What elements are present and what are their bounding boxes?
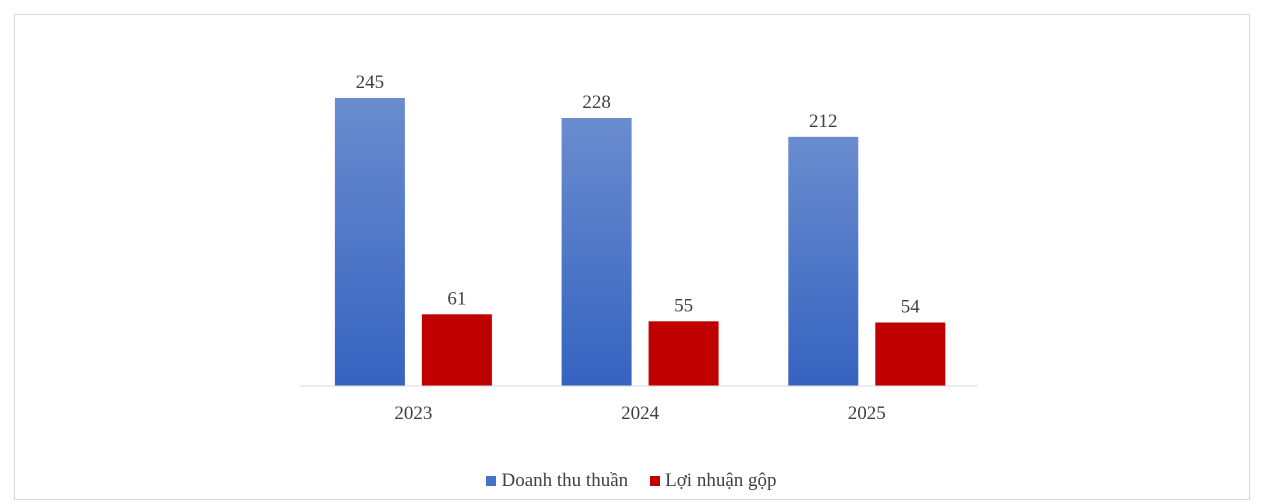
x-tick-label-2025: 2025 [848,403,886,424]
x-tick-label-2023: 2023 [394,403,432,424]
legend-swatch-series-2 [650,476,661,486]
legend: Doanh thu thuần Lợi nhuận gộp [0,470,1263,492]
legend-item-series-1: Doanh thu thuần [486,470,628,492]
bar-series-1-2023 [334,98,405,386]
data-label-series-1-2024: 228 [582,92,611,113]
legend-label-series-2: Lợi nhuận gộp [665,470,777,491]
bar-series-1-2024 [561,118,632,386]
x-tick-label-2024: 2024 [621,403,660,424]
bar-series-2-2024 [648,321,719,386]
bar-series-2-2025 [875,322,946,386]
data-label-series-1-2023: 245 [356,72,385,93]
data-label-series-2-2023: 61 [447,288,466,309]
data-label-series-2-2025: 54 [901,297,921,318]
bar-series-2-2023 [421,314,492,386]
legend-label-series-1: Doanh thu thuần [501,470,629,491]
bar-series-1-2025 [788,136,859,386]
chart-frame [14,14,1250,500]
legend-swatch-series-1 [486,476,497,486]
legend-item-series-2: Lợi nhuận gộp [650,470,777,492]
data-label-series-2-2024: 55 [674,295,693,316]
data-label-series-1-2025: 212 [809,111,838,132]
